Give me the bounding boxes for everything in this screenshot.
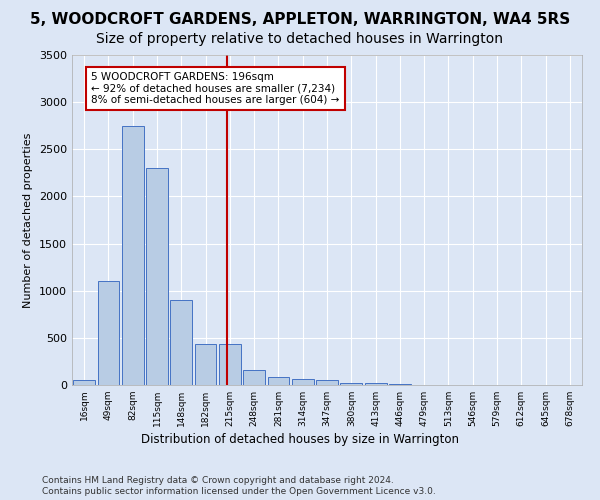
Text: Contains HM Land Registry data © Crown copyright and database right 2024.: Contains HM Land Registry data © Crown c… <box>42 476 394 485</box>
Bar <box>194 344 217 385</box>
Text: 5, WOODCROFT GARDENS, APPLETON, WARRINGTON, WA4 5RS: 5, WOODCROFT GARDENS, APPLETON, WARRINGT… <box>30 12 570 28</box>
Text: Contains public sector information licensed under the Open Government Licence v3: Contains public sector information licen… <box>42 487 436 496</box>
Bar <box>243 370 265 385</box>
Bar <box>365 383 386 385</box>
Text: Size of property relative to detached houses in Warrington: Size of property relative to detached ho… <box>97 32 503 46</box>
Bar <box>268 376 289 385</box>
Bar <box>389 384 411 385</box>
Bar <box>316 380 338 385</box>
Text: 5 WOODCROFT GARDENS: 196sqm
← 92% of detached houses are smaller (7,234)
8% of s: 5 WOODCROFT GARDENS: 196sqm ← 92% of det… <box>91 72 340 105</box>
Bar <box>122 126 143 385</box>
Bar <box>292 380 314 385</box>
Bar <box>219 344 241 385</box>
Bar <box>73 380 95 385</box>
Bar <box>170 300 192 385</box>
Bar <box>340 383 362 385</box>
Bar <box>146 168 168 385</box>
Y-axis label: Number of detached properties: Number of detached properties <box>23 132 34 308</box>
Bar <box>97 282 119 385</box>
Text: Distribution of detached houses by size in Warrington: Distribution of detached houses by size … <box>141 432 459 446</box>
